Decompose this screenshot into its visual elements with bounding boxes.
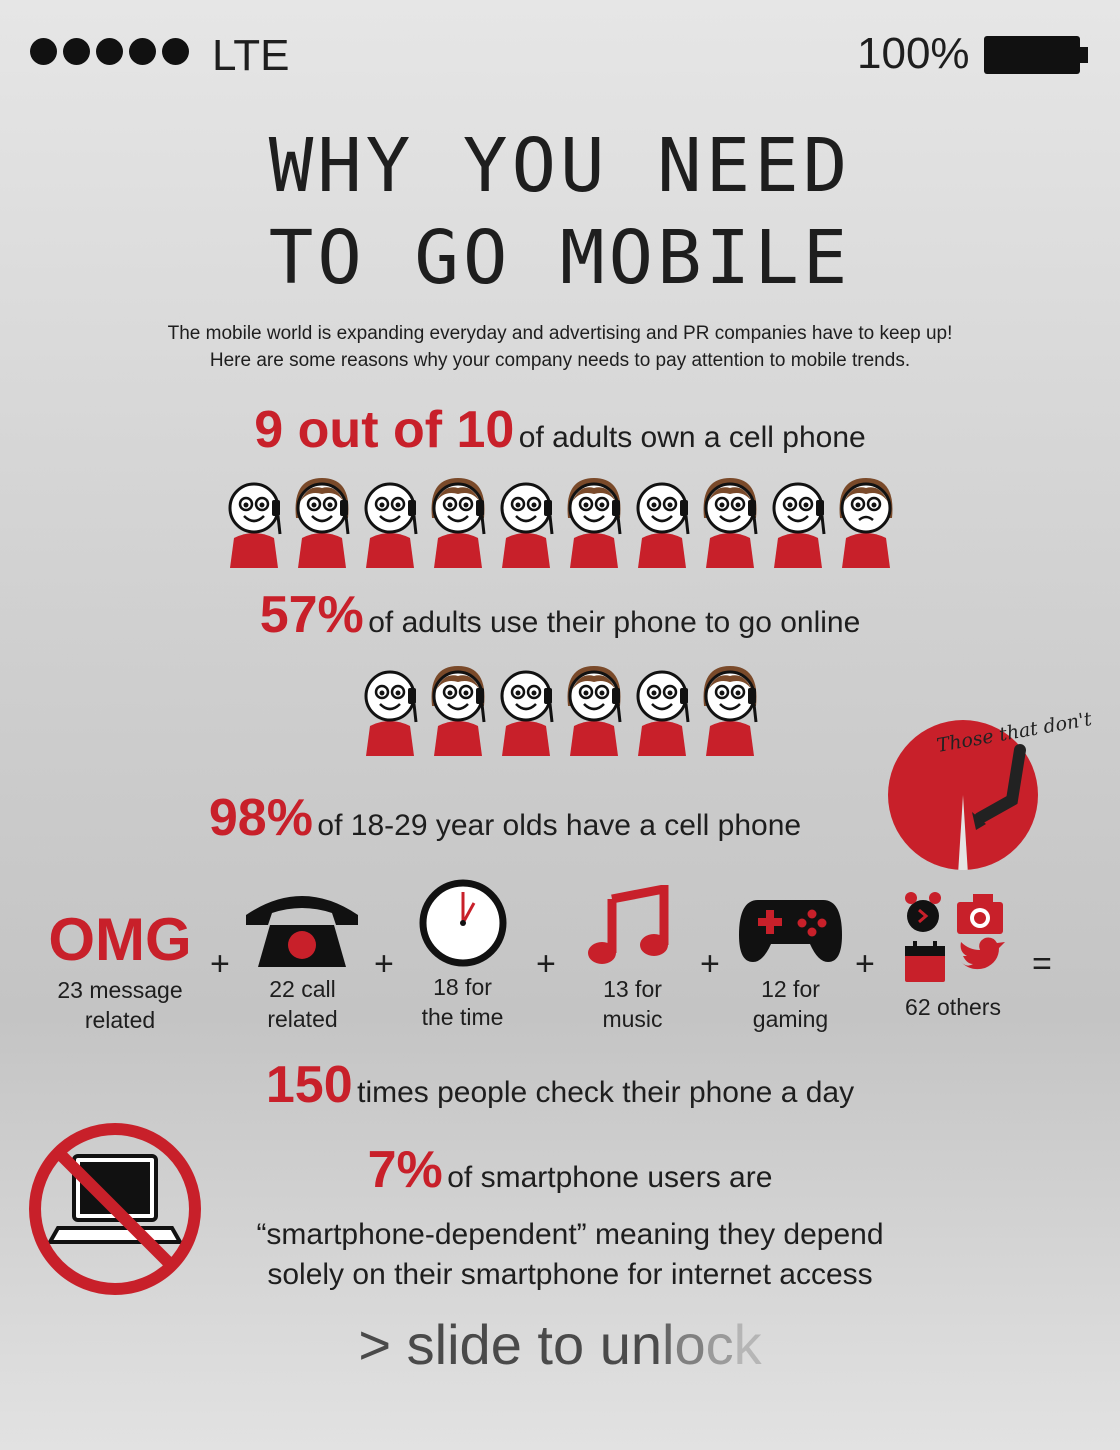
calendar-icon xyxy=(905,941,945,982)
stat-cell-owners: 9 out of 10 of adults own a cell phone xyxy=(0,400,1120,460)
stat-dependent-line-2: “smartphone-dependent” meaning they depe… xyxy=(256,1218,884,1251)
stat-checks: 150 times people check their phone a day xyxy=(0,1055,1120,1115)
call-item: 22 call related xyxy=(240,885,365,1034)
slide-to-unlock[interactable]: > slide to unlock xyxy=(358,1313,762,1376)
call-line-1: 22 call xyxy=(269,976,336,1002)
stat-owners-text: of adults own a cell phone xyxy=(518,421,866,454)
stat-checks-text: times people check their phone a day xyxy=(357,1076,855,1109)
music-item: 13 for music xyxy=(570,883,695,1034)
stat-online: 57% of adults use their phone to go onli… xyxy=(0,585,1120,645)
stat-owners-value: 9 out of 10 xyxy=(254,401,515,459)
woman-figure-icon xyxy=(567,666,622,756)
title-line-2: TO GO MOBILE xyxy=(268,215,852,301)
plus-sign: + xyxy=(374,945,394,983)
title-line-1: WHY YOU NEED xyxy=(268,123,852,209)
camera-icon xyxy=(957,894,1003,934)
music-note-icon xyxy=(587,883,668,964)
plus-sign: + xyxy=(210,945,230,983)
pointing-hand-icon xyxy=(972,812,986,830)
man-figure-icon xyxy=(636,670,690,756)
woman-figure-icon xyxy=(295,478,350,568)
pointing-arm-icon xyxy=(974,744,1026,824)
people-row-online xyxy=(0,660,1120,756)
telephone-icon xyxy=(246,896,358,967)
omg-text: OMG xyxy=(48,906,192,973)
stat-dependent-value: 7% xyxy=(367,1141,443,1199)
woman-figure-icon xyxy=(839,478,893,568)
people-row-owners xyxy=(0,472,1120,568)
call-line-2: related xyxy=(267,1006,338,1032)
gaming-line-1: 12 for xyxy=(761,976,820,1002)
stat-young-value: 98% xyxy=(208,789,313,847)
woman-figure-icon xyxy=(703,666,758,756)
man-figure-icon xyxy=(500,482,554,568)
no-laptop-icon xyxy=(29,1123,201,1295)
clock-line-2: the time xyxy=(421,1004,504,1030)
woman-figure-icon xyxy=(703,478,758,568)
others-line-1: 62 others xyxy=(905,994,1001,1020)
clock-item: 18 for the time xyxy=(400,878,525,1032)
pie-slice-non-owners xyxy=(958,795,968,870)
man-figure-icon xyxy=(364,670,418,756)
stat-checks-value: 150 xyxy=(265,1056,353,1114)
clock-line-1: 18 for xyxy=(433,974,492,1000)
music-line-1: 13 for xyxy=(603,976,662,1002)
omg-line-2: related xyxy=(84,1007,156,1033)
stat-dependent-line-1: of smartphone users are xyxy=(447,1161,773,1194)
battery-icon xyxy=(984,36,1088,74)
intro-line-2: Here are some reasons why your company n… xyxy=(209,350,911,371)
twitter-bird-icon xyxy=(960,937,1005,970)
intro-text: The mobile world is expanding everyday a… xyxy=(0,320,1120,374)
equals-sign: = xyxy=(1032,945,1052,983)
woman-figure-icon xyxy=(567,478,622,568)
man-figure-icon xyxy=(636,482,690,568)
man-figure-icon xyxy=(772,482,826,568)
omg-line-1: 23 message xyxy=(57,977,183,1003)
omg-item: OMG 23 message related xyxy=(40,905,200,1035)
gamepad-icon xyxy=(739,900,842,962)
woman-figure-icon xyxy=(431,478,486,568)
stat-dependent: 7% of smartphone users are “smartphone-d… xyxy=(10,1138,1120,1295)
stat-young-text: of 18-29 year olds have a cell phone xyxy=(317,809,802,842)
carrier-label: LTE xyxy=(212,31,290,80)
signal-strength-icon xyxy=(30,38,189,65)
stat-dependent-line-3: solely on their smartphone for internet … xyxy=(267,1258,873,1291)
man-figure-icon xyxy=(500,670,554,756)
man-figure-icon xyxy=(364,482,418,568)
alarm-clock-icon xyxy=(905,892,941,932)
battery-percentage: 100% xyxy=(857,29,970,78)
misc-apps-icon xyxy=(905,892,1005,982)
intro-line-1: The mobile world is expanding everyday a… xyxy=(167,323,953,344)
woman-figure-icon xyxy=(431,666,486,756)
plus-sign: + xyxy=(536,945,556,983)
plus-sign: + xyxy=(855,945,875,983)
music-line-2: music xyxy=(602,1006,663,1032)
clock-icon xyxy=(419,879,506,967)
gaming-item: 12 for gaming xyxy=(728,890,853,1034)
page-title: WHY YOU NEED TO GO MOBILE xyxy=(0,120,1120,304)
others-item: 62 others xyxy=(893,888,1013,1022)
stat-young: 98% of 18-29 year olds have a cell phone xyxy=(0,788,1065,848)
gaming-line-2: gaming xyxy=(752,1006,829,1032)
stat-online-text: of adults use their phone to go online xyxy=(368,606,861,639)
plus-sign: + xyxy=(700,945,720,983)
stat-online-value: 57% xyxy=(259,586,364,644)
ownership-pie-chart: Those that don't xyxy=(888,708,1094,870)
man-figure-icon xyxy=(228,482,282,568)
